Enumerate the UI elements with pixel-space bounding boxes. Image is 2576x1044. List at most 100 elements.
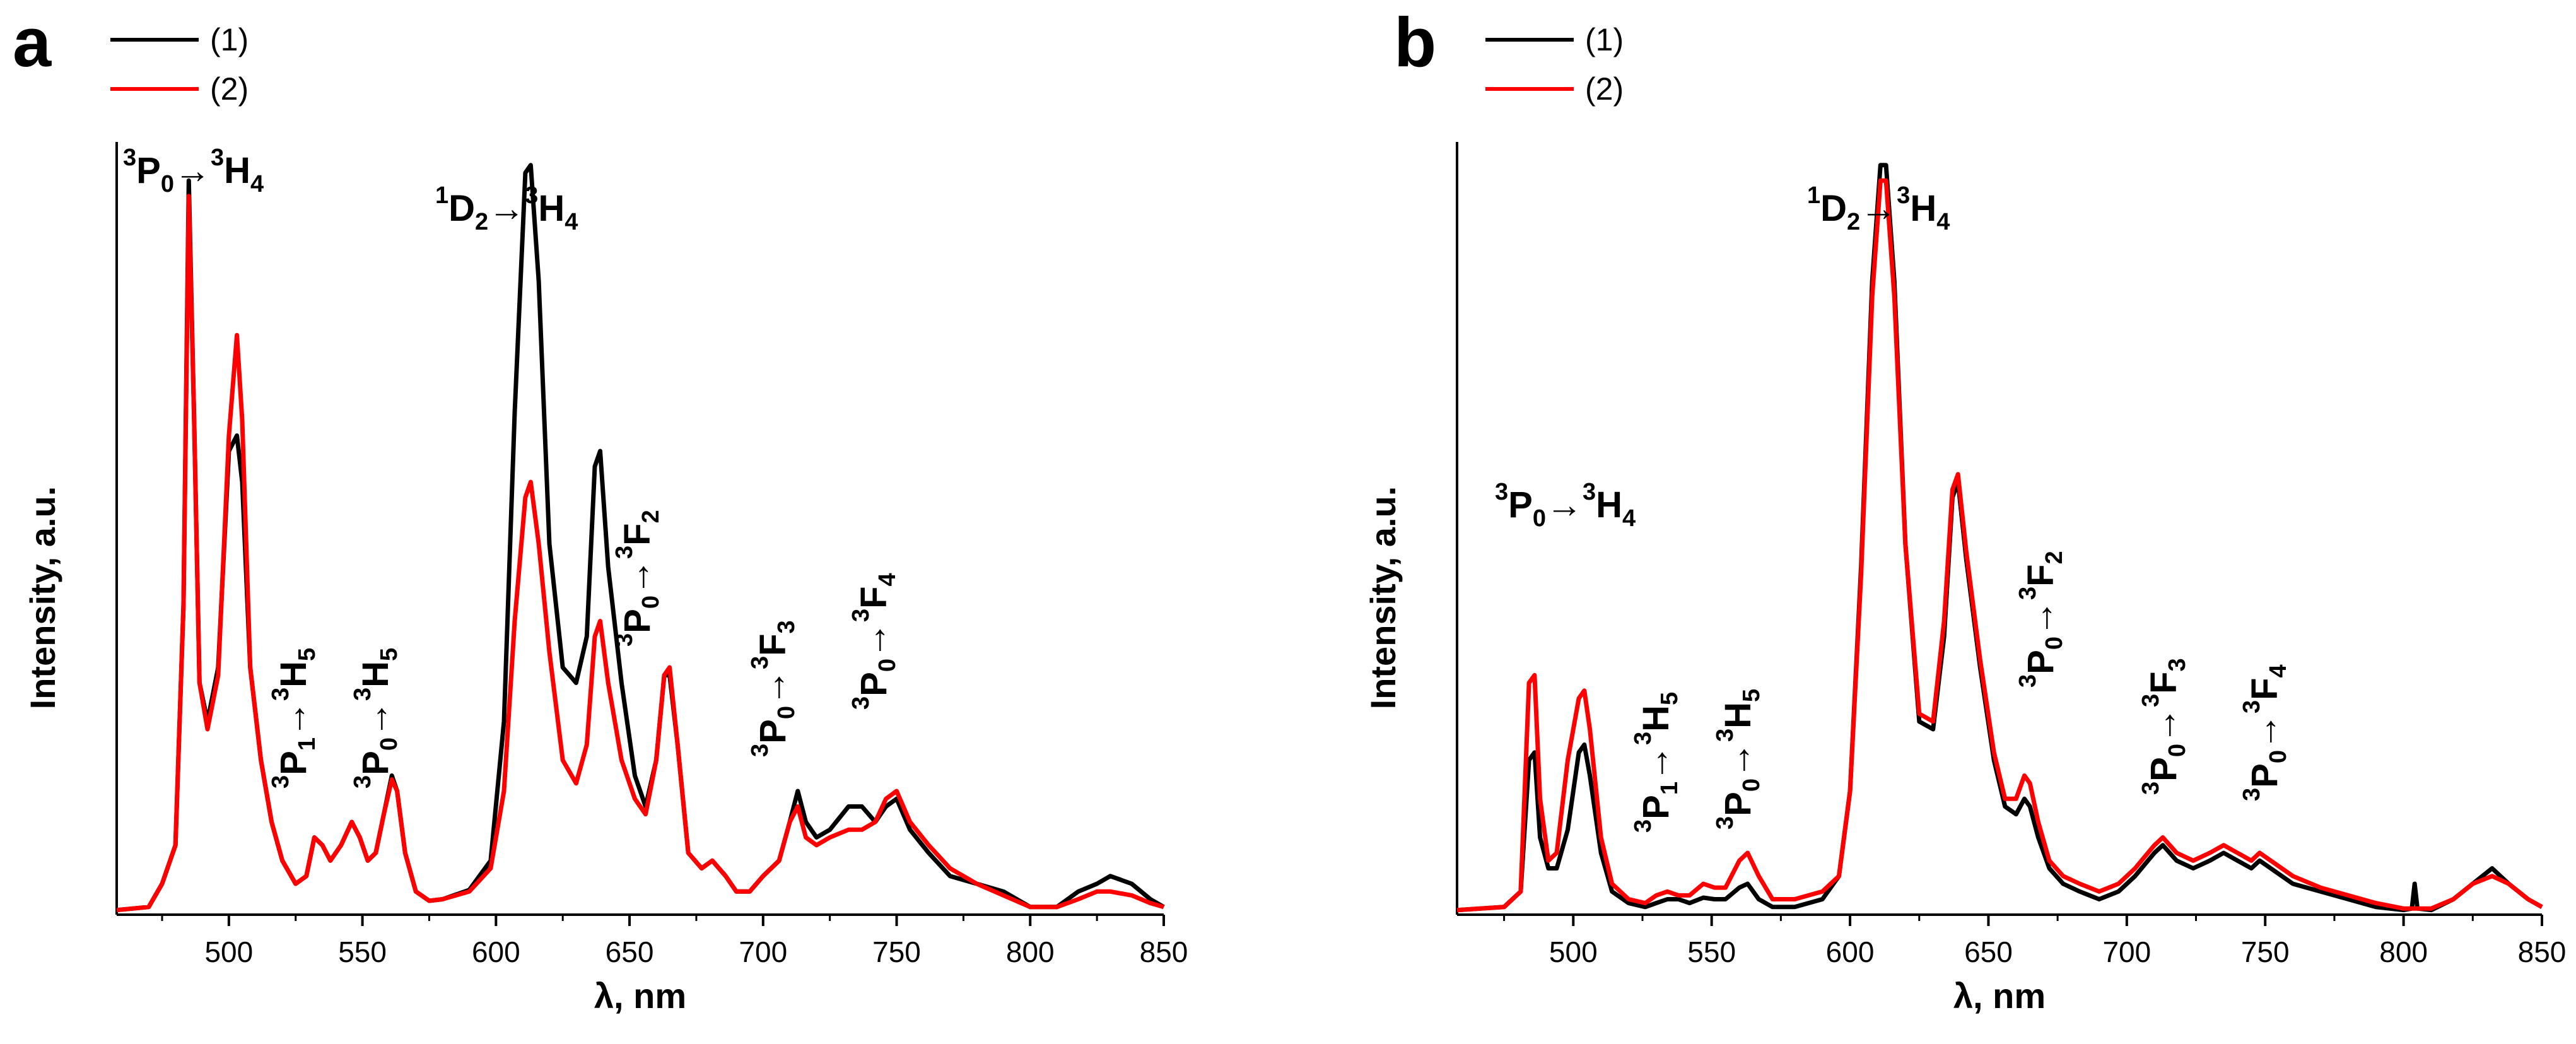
superscript: 3	[2015, 587, 2041, 600]
transition-label: 3P0→3F2	[611, 510, 664, 647]
superscript: 3	[611, 546, 638, 559]
x-tick-label: 750	[2241, 935, 2290, 968]
term-letter: P	[2244, 763, 2285, 788]
legend-label: (1)	[210, 22, 249, 57]
transition-label: 3P0→3F2	[2015, 551, 2068, 688]
superscript: 3	[1630, 732, 1656, 745]
arrow-glyph: →	[488, 188, 525, 229]
subscript: 1	[294, 737, 320, 751]
subscript: 2	[1847, 209, 1860, 235]
term-letter: P	[853, 672, 894, 696]
arrow-glyph: →	[2143, 707, 2184, 744]
subscript: 5	[294, 648, 320, 661]
transition-label: 3P0→3H5	[349, 648, 402, 789]
subscript: 0	[376, 737, 402, 751]
subscript: 0	[773, 706, 800, 719]
subscript: 1	[1656, 782, 1683, 795]
x-tick-label: 550	[338, 935, 387, 968]
transition-label: 3P0→3F4	[2239, 664, 2292, 801]
superscript: 3	[349, 688, 376, 701]
arrow-glyph: →	[1636, 745, 1677, 782]
arrow-glyph: →	[2244, 713, 2285, 750]
superscript: 3	[211, 144, 224, 171]
x-tick-label: 600	[1826, 935, 1875, 968]
subscript: 2	[638, 510, 664, 523]
term-letter: F	[2244, 677, 2285, 700]
x-tick-label: 750	[872, 935, 921, 968]
x-tick-label: 850	[1140, 935, 1188, 968]
x-axis-label: λ, nm	[594, 976, 686, 1016]
term-letter: F	[853, 586, 894, 608]
term-letter: P	[617, 609, 658, 633]
x-tick-label: 600	[472, 935, 520, 968]
term-letter: P	[1508, 484, 1533, 525]
term-letter: H	[1718, 702, 1759, 729]
subscript: 0	[2041, 636, 2068, 650]
superscript: 3	[611, 633, 638, 647]
superscript: 3	[1712, 816, 1738, 830]
term-letter: P	[2143, 757, 2184, 782]
term-letter: P	[273, 751, 314, 775]
term-letter: P	[1636, 795, 1677, 819]
superscript: 3	[1897, 182, 1910, 209]
arrow-glyph: →	[752, 669, 793, 706]
superscript: 3	[1495, 479, 1508, 505]
subscript: 4	[250, 171, 264, 197]
legend-label: (2)	[210, 71, 249, 107]
subscript: 4	[565, 209, 578, 235]
x-tick-label: 800	[2379, 935, 2428, 968]
subscript: 4	[1622, 505, 1636, 532]
term-letter: H	[1636, 705, 1677, 732]
superscript: 3	[747, 744, 773, 757]
subscript: 0	[1533, 505, 1546, 532]
subscript: 4	[2265, 664, 2292, 677]
arrow-glyph: →	[2020, 600, 2061, 636]
arrow-glyph: →	[1860, 188, 1897, 229]
x-tick-label: 850	[2518, 935, 2567, 968]
arrow-glyph: →	[853, 622, 894, 659]
transition-label: 3P0→3H5	[1712, 689, 1765, 830]
series-line-1	[1456, 163, 2543, 913]
term-letter: P	[136, 150, 161, 191]
x-tick-label: 500	[1549, 935, 1598, 968]
term-letter: P	[2020, 650, 2061, 674]
x-tick-label: 550	[1687, 935, 1736, 968]
series-line-2	[1456, 178, 2543, 913]
subscript: 2	[475, 209, 488, 235]
transition-label: 3P0→3H4	[123, 144, 264, 197]
transition-label: 3P0→3F3	[2138, 658, 2191, 795]
subscript: 0	[161, 171, 174, 197]
term-letter: H	[1596, 484, 1622, 525]
series-line-2	[116, 194, 1164, 913]
term-letter: H	[273, 661, 314, 688]
subscript: 0	[638, 595, 664, 609]
superscript: 3	[2015, 674, 2041, 688]
transition-label: 3P1→3H5	[267, 648, 320, 789]
panel-letter: b	[1394, 4, 1436, 81]
term-letter: D	[1820, 188, 1847, 229]
arrow-glyph: →	[1546, 484, 1583, 525]
transition-label: 1D2→3H4	[435, 182, 578, 235]
term-letter: F	[617, 523, 658, 545]
term-letter: P	[1718, 792, 1759, 816]
superscript: 3	[123, 144, 136, 171]
subscript: 5	[376, 648, 402, 661]
superscript: 3	[2138, 694, 2164, 707]
term-letter: F	[2020, 564, 2061, 586]
transition-label: 3P0→3H4	[1495, 479, 1636, 532]
superscript: 3	[267, 775, 294, 789]
legend-label: (2)	[1585, 71, 1624, 107]
y-axis-label: Intensity, a.u.	[23, 486, 62, 710]
subscript: 3	[773, 620, 800, 633]
subscript: 5	[1656, 692, 1683, 705]
term-letter: F	[2143, 671, 2184, 693]
x-tick-label: 700	[739, 935, 787, 968]
x-axis-label: λ, nm	[1953, 976, 2046, 1016]
term-letter: P	[752, 719, 793, 744]
subscript: 4	[874, 573, 901, 586]
arrow-glyph: →	[1718, 742, 1759, 778]
x-tick-label: 650	[606, 935, 654, 968]
